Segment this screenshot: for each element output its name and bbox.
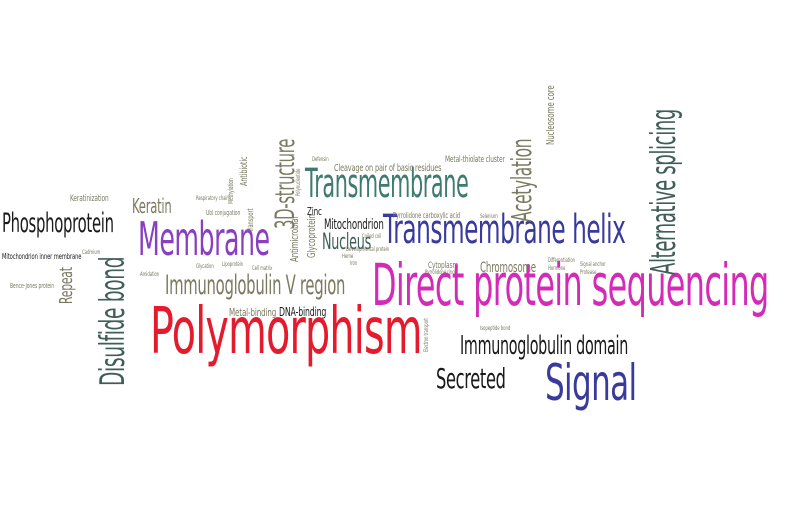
word-glycation: Glycation xyxy=(196,263,214,270)
word-metal-binding: Metal-binding xyxy=(229,306,277,319)
word-repeat: Repeat xyxy=(56,267,77,304)
word-bence-jones: Bence-Jones protein xyxy=(10,282,55,290)
word-phosphoprotein: Phosphoprotein xyxy=(2,208,114,239)
word-signal: Signal xyxy=(545,354,637,412)
word-keratinization: Keratinization xyxy=(70,194,109,204)
word-zinc: Zinc xyxy=(307,205,322,218)
word-pyrrolidone-ring: Pyrrolidone ring xyxy=(425,269,455,276)
word-disulfide-bond: Disulfide bond xyxy=(93,256,133,386)
word-secreted: Secreted xyxy=(436,362,506,395)
word-nucleosome-core: Nucleosome core xyxy=(544,85,557,145)
word-transmembrane: Transmembrane xyxy=(305,161,469,207)
word-protease: Protease xyxy=(580,269,597,276)
word-isopeptide-bond: Isopeptide bond xyxy=(480,325,511,332)
word-hormone: Hormone xyxy=(548,265,566,272)
word-membrane: Membrane xyxy=(138,212,270,266)
word-mito-inner-membrane: Mitochondrion inner membrane xyxy=(2,252,82,261)
word-cadmium: Cadmium xyxy=(82,249,101,256)
word-alternative-splicing: Alternative splicing xyxy=(644,109,684,275)
word-pyrrolidone: Pyrrolidone carboxylic acid xyxy=(393,211,461,220)
word-metal-thiolate: Metal-thiolate cluster xyxy=(445,155,505,165)
word-immunoglobulin-domain: Immunoglobulin domain xyxy=(460,331,628,361)
word-amidation: Amidation xyxy=(140,271,160,278)
word-electron-transport: Electron transport xyxy=(423,318,430,352)
word-direct-protein-sequencing: Direct protein sequencing xyxy=(372,251,769,319)
word-heme: Heme xyxy=(342,253,354,260)
word-iron: Iron xyxy=(350,260,358,267)
word-cytoplasm: Cytoplasm xyxy=(428,261,459,271)
word-keratin: Keratin xyxy=(132,194,172,218)
word-polymorphism: Polymorphism xyxy=(150,295,422,369)
word-polynucleotide: Polynucleotide xyxy=(295,168,302,196)
word-cleavage: Cleavage on pair of basic residues xyxy=(334,163,442,174)
word-defensin: Defensin xyxy=(312,156,329,163)
word-developmental: Developmental protein xyxy=(346,246,390,253)
word-antibiotic: Antibiotic xyxy=(239,156,250,186)
word-transport: Transport xyxy=(246,208,255,232)
word-lipoprotein: Lipoprotein xyxy=(222,261,244,268)
word-ubl-conjugation: Ubl conjugation xyxy=(206,209,241,217)
word-antimicrobial: Antimicrobial xyxy=(288,216,301,262)
word-chromosome: Chromosome xyxy=(480,260,536,276)
word-cell-matrix: Cell matrix xyxy=(252,265,273,272)
word-signal-anchor: Signal anchor xyxy=(580,261,606,268)
word-immunoglobulin-v-region: Immunoglobulin V region xyxy=(165,270,346,301)
word-transmembrane-helix: Transmembrane helix xyxy=(383,207,626,253)
word-respiratory-chain: Respiratory chain xyxy=(196,195,229,202)
word-acetylation: Acetylation xyxy=(505,138,538,222)
word-coiled-coil: Coiled coil xyxy=(362,233,382,240)
word-mitochondrion: Mitochondrion xyxy=(324,217,384,233)
word-selenium: Selenium xyxy=(480,213,498,220)
word-dna-binding: DNA-binding xyxy=(279,305,327,319)
word-differentiation: Differentiation xyxy=(548,257,575,264)
word-glycoprotein: Glycoprotein xyxy=(305,214,318,258)
word-nucleus: Nucleus xyxy=(322,230,372,255)
